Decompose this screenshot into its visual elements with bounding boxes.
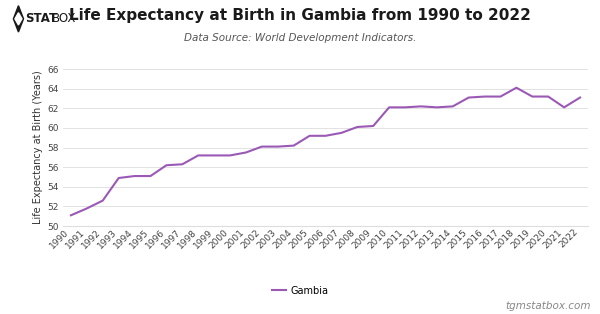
Text: Life Expectancy at Birth in Gambia from 1990 to 2022: Life Expectancy at Birth in Gambia from … (69, 8, 531, 23)
Polygon shape (13, 6, 23, 32)
Y-axis label: Life Expectancy at Birth (Years): Life Expectancy at Birth (Years) (33, 71, 43, 225)
Polygon shape (15, 13, 22, 25)
Text: tgmstatbox.com: tgmstatbox.com (505, 301, 591, 311)
Text: STAT: STAT (25, 12, 57, 25)
Legend: Gambia: Gambia (268, 282, 332, 300)
Text: BOX: BOX (52, 12, 76, 25)
Text: Data Source: World Development Indicators.: Data Source: World Development Indicator… (184, 33, 416, 43)
